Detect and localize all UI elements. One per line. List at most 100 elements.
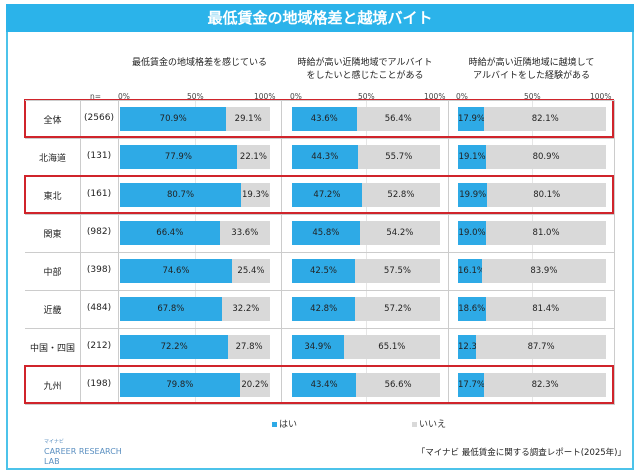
row-divider xyxy=(25,138,615,139)
category-label: 関東 xyxy=(43,230,62,240)
legend-label: いいえ xyxy=(419,420,447,430)
bar-no: 32.2% xyxy=(221,297,270,321)
logo-small: マイナビ xyxy=(44,439,64,445)
legend-item: いいえ xyxy=(412,417,446,430)
bar-no: 33.6% xyxy=(219,221,270,245)
tick-label: 0% xyxy=(456,92,468,101)
bar-no: 82.1% xyxy=(484,107,606,131)
row-divider xyxy=(25,214,615,215)
bar-yes: 17.7% xyxy=(458,373,485,397)
bar-yes: 80.7% xyxy=(120,183,242,207)
highlight-box xyxy=(24,175,614,214)
category-label: 九州 xyxy=(43,382,62,392)
bar-yes: 19.1% xyxy=(458,145,487,169)
panel-title-line: 時給が高い近隣地域でアルバイト xyxy=(297,58,433,68)
panel-title: 時給が高い近隣地域でアルバイト をしたいと感じたことがある xyxy=(282,57,448,83)
n-value: (2566) xyxy=(84,113,114,123)
bar-no: 81.0% xyxy=(486,221,606,245)
bar-yes: 79.8% xyxy=(120,373,240,397)
n-value: (484) xyxy=(86,303,112,313)
panel-title-line: アルバイトをした経験がある xyxy=(473,71,590,81)
bar-yes: 47.2% xyxy=(292,183,362,207)
bar-yes: 16.1% xyxy=(458,259,485,283)
tick-label: 50% xyxy=(524,92,541,101)
n-value: (198) xyxy=(86,379,112,389)
bar-no: 57.5% xyxy=(354,259,440,283)
panel-title: 最低賃金の地域格差を感じている xyxy=(118,57,281,70)
bar-no: 54.2% xyxy=(359,221,440,245)
bar-yes: 74.6% xyxy=(120,259,232,283)
bar-yes: 43.4% xyxy=(292,373,357,397)
category-label: 東北 xyxy=(43,192,62,202)
legend-swatch xyxy=(272,422,277,427)
source-note: 「マイナビ 最低賃金に関する調査レポート(2025年)」 xyxy=(416,448,626,458)
category-label: 全体 xyxy=(43,116,62,126)
tick-label: 0% xyxy=(118,92,130,101)
tick-label: 100% xyxy=(590,92,612,101)
bar-no: 65.1% xyxy=(343,335,440,359)
logo: マイナビ CAREER RESEARCH LAB xyxy=(18,437,122,467)
bar-yes: 72.2% xyxy=(120,335,229,359)
bar-yes: 44.3% xyxy=(292,145,358,169)
bar-no: 22.1% xyxy=(236,145,270,169)
bar-yes: 66.4% xyxy=(120,221,220,245)
legend-item: はい xyxy=(272,417,297,430)
category-label: 北海道 xyxy=(38,154,66,164)
panel-title-line: 時給が高い近隣地域に越境して xyxy=(468,58,595,68)
bar-no: 19.3% xyxy=(241,183,270,207)
category-label: 中国・四国 xyxy=(29,344,75,354)
row-divider xyxy=(25,328,615,329)
bar-no: 56.4% xyxy=(356,107,440,131)
bar-no: 56.6% xyxy=(356,373,440,397)
bar-yes: 42.8% xyxy=(292,297,356,321)
n-value: (161) xyxy=(86,189,112,199)
tick-label: 50% xyxy=(358,92,375,101)
chart-title: 最低賃金の地域格差と越境バイト xyxy=(6,4,634,32)
n-value: (131) xyxy=(86,151,112,161)
n-label: n= xyxy=(90,92,102,101)
tick-label: 50% xyxy=(187,92,204,101)
bar-no: 83.9% xyxy=(481,259,606,283)
bar-no: 82.3% xyxy=(484,373,606,397)
tick-label: 100% xyxy=(424,92,446,101)
row-divider xyxy=(25,290,615,291)
bar-yes: 17.9% xyxy=(458,107,485,131)
bar-no: 25.4% xyxy=(231,259,270,283)
logo-line1: CAREER RESEARCH xyxy=(44,447,122,456)
bar-yes: 43.6% xyxy=(292,107,357,131)
bar-yes: 70.9% xyxy=(120,107,227,131)
bar-yes: 19.9% xyxy=(458,183,488,207)
bar-no: 29.1% xyxy=(226,107,270,131)
panel-title-line: をしたいと感じたことがある xyxy=(306,71,424,81)
highlight-box xyxy=(24,99,614,138)
n-value: (398) xyxy=(86,265,112,275)
bar-yes: 12.3% xyxy=(458,335,485,359)
bar-no: 81.4% xyxy=(485,297,606,321)
legend-swatch xyxy=(412,422,417,427)
bar-no: 52.8% xyxy=(361,183,440,207)
bar-no: 20.2% xyxy=(239,373,270,397)
logo-line2: LAB xyxy=(44,457,60,466)
bar-no: 27.8% xyxy=(228,335,270,359)
bar-no: 80.1% xyxy=(487,183,606,207)
panel-title: 時給が高い近隣地域に越境して アルバイトをした経験がある xyxy=(449,57,614,83)
bar-yes: 42.5% xyxy=(292,259,355,283)
bar-no: 55.7% xyxy=(357,145,440,169)
highlight-box xyxy=(24,365,614,404)
bar-no: 87.7% xyxy=(476,335,606,359)
bar-yes: 18.6% xyxy=(458,297,486,321)
n-value: (982) xyxy=(86,227,112,237)
row-divider xyxy=(25,404,615,405)
bar-yes: 45.8% xyxy=(292,221,360,245)
legend-label: はい xyxy=(279,420,298,430)
bar-yes: 67.8% xyxy=(120,297,222,321)
tick-label: 100% xyxy=(254,92,276,101)
bar-yes: 34.9% xyxy=(292,335,344,359)
panel-title-line: 最低賃金の地域格差を感じている xyxy=(131,58,267,68)
bar-yes: 19.0% xyxy=(458,221,487,245)
row-divider xyxy=(25,100,615,101)
bar-no: 57.2% xyxy=(355,297,440,321)
category-label: 近畿 xyxy=(43,306,62,316)
bar-yes: 77.9% xyxy=(120,145,237,169)
n-value: (212) xyxy=(86,341,112,351)
